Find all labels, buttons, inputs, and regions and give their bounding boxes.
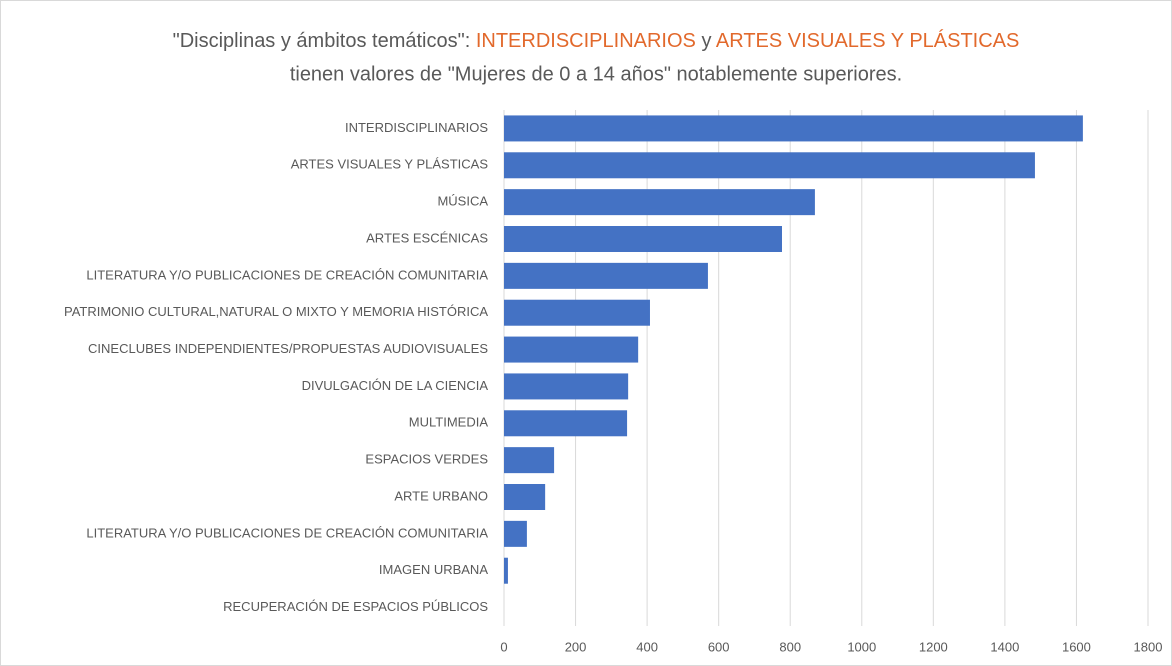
- y-tick-label: RECUPERACIÓN DE ESPACIOS PÚBLICOS: [223, 599, 488, 614]
- y-tick-label: PATRIMONIO CULTURAL,NATURAL O MIXTO Y ME…: [64, 304, 488, 319]
- y-tick-label: MULTIMEDIA: [409, 415, 489, 430]
- x-tick-label: 0: [500, 639, 507, 654]
- y-tick-label: LITERATURA Y/O PUBLICACIONES DE CREACIÓN…: [86, 267, 488, 282]
- bar: [504, 410, 628, 437]
- bar: [504, 447, 555, 474]
- y-tick-label: ESPACIOS VERDES: [365, 452, 488, 467]
- x-tick-label: 400: [636, 639, 658, 654]
- y-tick-label: ARTE URBANO: [394, 488, 488, 503]
- title-part: "Disciplinas y ámbitos temáticos":: [173, 30, 471, 52]
- bar: [504, 520, 527, 547]
- bar: [504, 189, 815, 216]
- x-tick-label: 1400: [990, 639, 1019, 654]
- y-tick-label: CINECLUBES INDEPENDIENTES/PROPUESTAS AUD…: [88, 341, 488, 356]
- bar: [504, 115, 1083, 142]
- y-tick-label: MÚSICA: [437, 194, 488, 209]
- title-part: ARTES VISUALES Y PLÁSTICAS: [716, 29, 1019, 52]
- bar: [504, 557, 508, 584]
- y-tick-label: INTERDISCIPLINARIOS: [345, 120, 488, 135]
- x-tick-label: 1200: [919, 639, 948, 654]
- x-tick-label: 1000: [847, 639, 876, 654]
- x-tick-label: 800: [779, 639, 801, 654]
- y-tick-label: IMAGEN URBANA: [379, 562, 488, 577]
- chart-subtitle: tienen valores de "Mujeres de 0 a 14 año…: [290, 63, 902, 85]
- x-tick-label: 600: [708, 639, 730, 654]
- title-part: y: [701, 30, 711, 52]
- bar: [504, 299, 650, 326]
- chart-title: "Disciplinas y ámbitos temáticos": INTER…: [173, 29, 1020, 52]
- x-tick-label: 200: [565, 639, 587, 654]
- title-part: INTERDISCIPLINARIOS: [476, 30, 696, 52]
- bar: [504, 484, 546, 510]
- y-tick-label: ARTES VISUALES Y PLÁSTICAS: [291, 157, 489, 172]
- y-tick-label: ARTES ESCÉNICAS: [366, 230, 488, 245]
- bar: [504, 373, 629, 400]
- x-tick-label: 1800: [1134, 639, 1163, 654]
- y-tick-label: LITERATURA Y/O PUBLICACIONES DE CREACIÓN…: [86, 525, 488, 540]
- y-tick-label: DIVULGACIÓN DE LA CIENCIA: [302, 378, 489, 393]
- bar: [504, 262, 708, 289]
- bar: [504, 226, 782, 252]
- bar: [504, 336, 639, 363]
- bar: [504, 152, 1035, 179]
- x-tick-label: 1600: [1062, 639, 1091, 654]
